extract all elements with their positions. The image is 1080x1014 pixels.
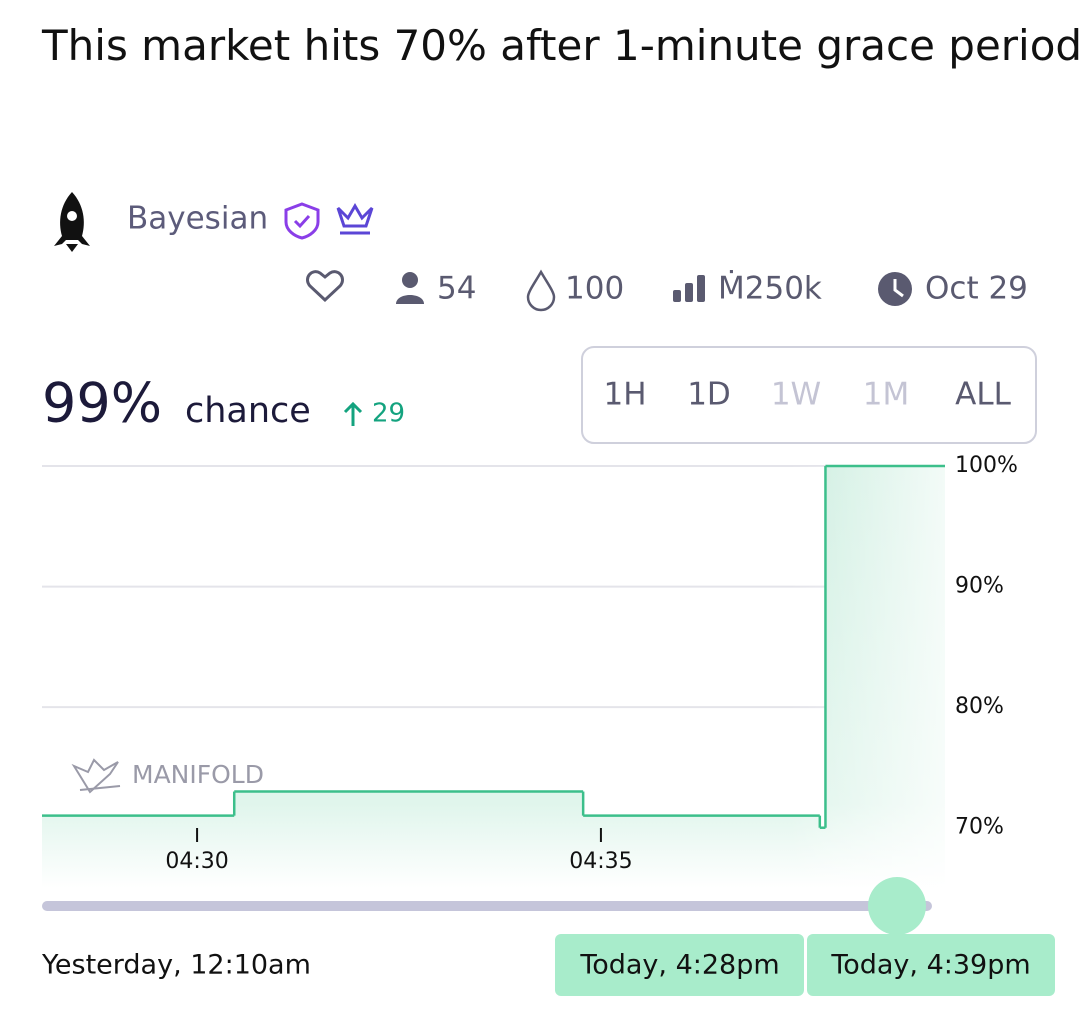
y-tick-label: 90% xyxy=(955,574,1004,599)
like-icon[interactable] xyxy=(306,270,344,303)
area-fade xyxy=(42,466,975,888)
time-button[interactable]: 1D xyxy=(687,377,731,413)
verified-icon xyxy=(284,202,320,240)
crown-icon xyxy=(336,203,374,235)
watermark-logo xyxy=(71,758,121,794)
x-tick-label: 04:30 xyxy=(165,849,228,874)
probability-label: chance xyxy=(185,391,311,431)
slider-thumb[interactable] xyxy=(868,877,926,935)
plot xyxy=(42,464,975,888)
liquidity-icon xyxy=(526,269,556,312)
watermark: MANIFOLD xyxy=(132,760,264,789)
close-date: Oct 29 xyxy=(925,271,1028,307)
range-from: Today, 4:28pm xyxy=(579,950,779,981)
y-tick-label: 70% xyxy=(955,815,1004,840)
traders-icon xyxy=(396,272,424,304)
avatar xyxy=(54,192,90,252)
title-line: This market hits 70% after 1-minute grac… xyxy=(41,21,1080,70)
range-start: Yesterday, 12:10am xyxy=(41,950,311,981)
time-button[interactable]: ALL xyxy=(955,377,1011,413)
probability-change: 29 xyxy=(372,399,405,429)
x-tick-label: 04:35 xyxy=(569,849,632,874)
traders: 54 xyxy=(437,271,476,307)
title: This market hits 70% after 1-minute grac… xyxy=(41,21,1080,70)
y-tick-label: 80% xyxy=(955,694,1004,719)
time-button: 1W xyxy=(771,377,821,413)
volume-icon xyxy=(673,275,705,302)
up-arrow xyxy=(343,401,363,426)
range-to-box[interactable] xyxy=(807,934,1055,996)
time-button[interactable]: 1H xyxy=(603,377,646,413)
probability: 99% xyxy=(42,372,162,435)
y-tick-label: 100% xyxy=(955,453,1018,478)
author[interactable]: Bayesian xyxy=(127,201,268,237)
liquidity: 100 xyxy=(565,271,624,307)
time-button: 1M xyxy=(863,377,909,413)
range-to: Today, 4:39pm xyxy=(830,950,1030,981)
volume: Ṁ250k xyxy=(718,271,822,307)
range-from-box[interactable] xyxy=(555,934,804,996)
clock-icon xyxy=(878,272,912,306)
time-range-box xyxy=(581,346,1037,444)
slider-track[interactable] xyxy=(42,901,932,911)
